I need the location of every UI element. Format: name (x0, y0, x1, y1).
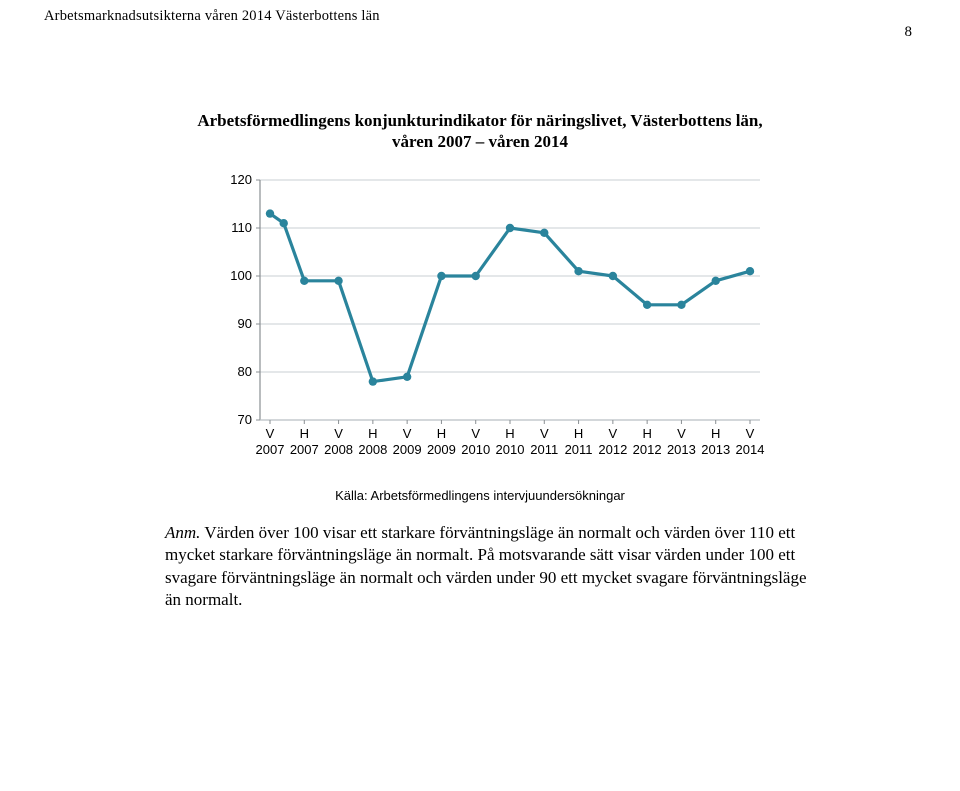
svg-text:2014: 2014 (736, 442, 765, 457)
svg-text:2013: 2013 (667, 442, 696, 457)
svg-text:H: H (505, 426, 514, 441)
svg-text:2013: 2013 (701, 442, 730, 457)
svg-text:H: H (368, 426, 377, 441)
svg-text:V: V (746, 426, 755, 441)
svg-text:2007: 2007 (256, 442, 285, 457)
svg-text:80: 80 (238, 364, 252, 379)
chart-title-line2: våren 2007 – våren 2014 (392, 132, 568, 151)
svg-text:2009: 2009 (427, 442, 456, 457)
document-header: Arbetsmarknadsutsikterna våren 2014 Väst… (44, 8, 380, 25)
chart-title-line1: Arbetsförmedlingens konjunkturindikator … (197, 111, 762, 130)
svg-text:2008: 2008 (324, 442, 353, 457)
svg-text:V: V (540, 426, 549, 441)
chart-svg: 708090100110120V2007H2007V2008H2008V2009… (210, 170, 770, 480)
svg-text:110: 110 (231, 220, 252, 235)
svg-text:2009: 2009 (393, 442, 422, 457)
svg-text:70: 70 (238, 412, 252, 427)
svg-text:H: H (574, 426, 583, 441)
svg-text:2010: 2010 (496, 442, 525, 457)
svg-text:2012: 2012 (633, 442, 662, 457)
svg-text:V: V (266, 426, 275, 441)
svg-text:2008: 2008 (358, 442, 387, 457)
chart-footnote: Anm. Värden över 100 visar ett starkare … (165, 522, 825, 612)
svg-text:90: 90 (238, 316, 252, 331)
svg-text:2012: 2012 (598, 442, 627, 457)
svg-text:2010: 2010 (461, 442, 490, 457)
svg-text:100: 100 (230, 268, 252, 283)
svg-text:V: V (471, 426, 480, 441)
svg-text:2007: 2007 (290, 442, 319, 457)
svg-text:V: V (403, 426, 412, 441)
svg-text:2011: 2011 (530, 442, 558, 457)
svg-text:V: V (334, 426, 343, 441)
chart-caption: Källa: Arbetsförmedlingens intervjuunder… (0, 488, 960, 503)
svg-text:120: 120 (230, 172, 252, 187)
line-chart: 708090100110120V2007H2007V2008H2008V2009… (210, 170, 770, 480)
svg-text:V: V (677, 426, 686, 441)
svg-text:H: H (642, 426, 651, 441)
page-number: 8 (905, 24, 913, 41)
svg-text:H: H (437, 426, 446, 441)
chart-title: Arbetsförmedlingens konjunkturindikator … (0, 110, 960, 153)
svg-text:H: H (711, 426, 720, 441)
note-body: Värden över 100 visar ett starkare förvä… (165, 523, 807, 609)
svg-text:2011: 2011 (565, 442, 593, 457)
svg-text:V: V (609, 426, 618, 441)
svg-text:H: H (300, 426, 309, 441)
note-prefix: Anm. (165, 523, 200, 542)
